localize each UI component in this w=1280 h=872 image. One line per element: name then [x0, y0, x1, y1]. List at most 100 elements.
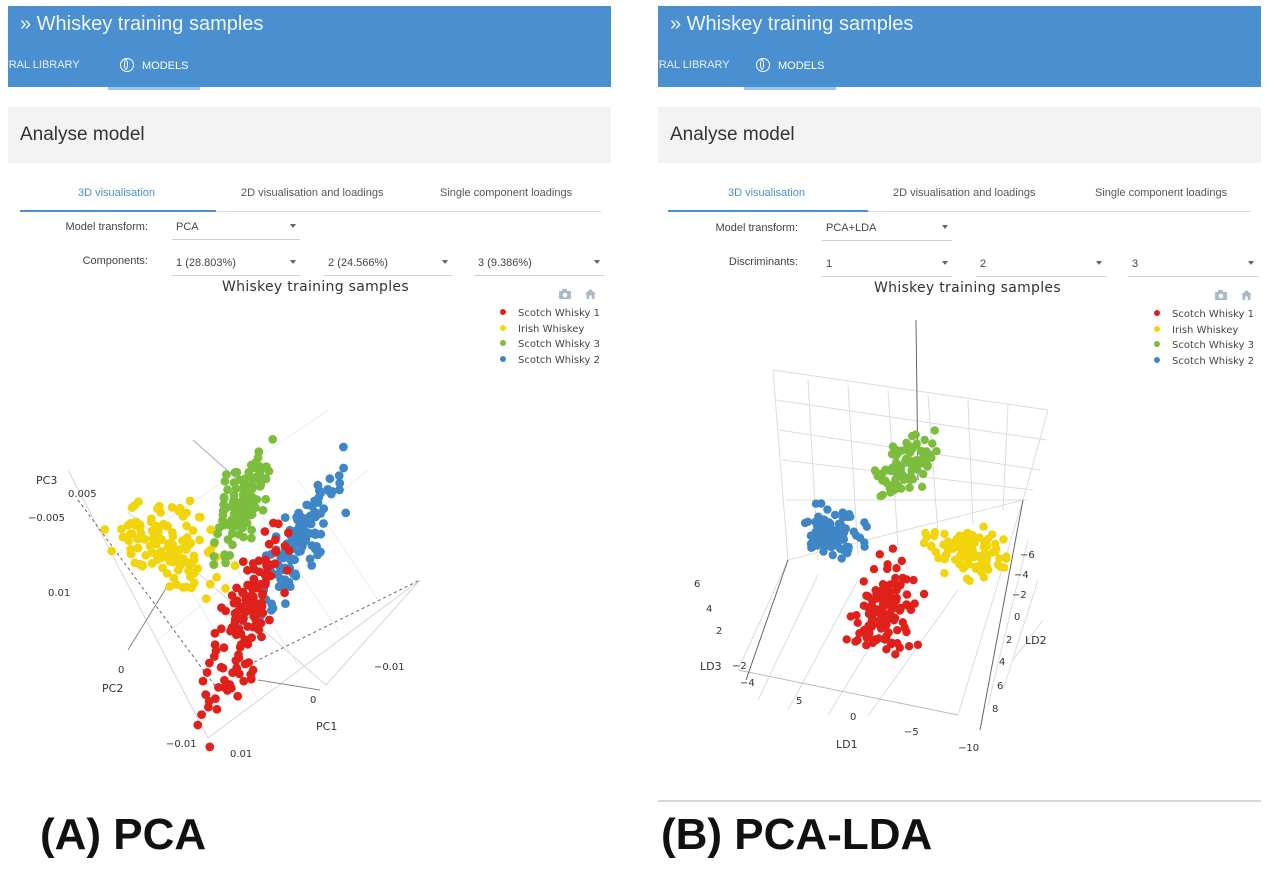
tab-single[interactable]: Single component loadings	[440, 187, 573, 199]
scatter-point	[250, 597, 259, 607]
scatter-point	[875, 550, 884, 559]
tick-label: 6	[997, 681, 1003, 692]
scatter-point	[255, 580, 265, 589]
legend-item[interactable]: Scotch Whisky 3	[500, 339, 600, 355]
tick-label: −0.01	[374, 662, 405, 673]
scatter-point	[853, 636, 862, 645]
tab-2d[interactable]: 2D visualisation and loadings	[893, 187, 1036, 199]
tick-label: 0	[850, 712, 856, 723]
scatter-point	[241, 595, 251, 605]
scatter-point	[904, 642, 914, 651]
scatter-point	[220, 476, 230, 486]
scatter-point	[228, 540, 237, 550]
scatter-point	[916, 456, 925, 465]
scatter-point	[201, 690, 211, 699]
scatter-point	[223, 485, 233, 495]
nav-models[interactable]: MODELS	[744, 56, 837, 90]
chevron-down-icon	[1248, 261, 1254, 265]
tab-2d[interactable]: 2D visualisation and loadings	[241, 187, 384, 199]
legend-item[interactable]: Scotch Whisky 3	[1154, 340, 1254, 356]
component-select-1[interactable]: 1 (28.803%)	[172, 251, 300, 276]
scatter-point	[247, 533, 256, 543]
scatter-point	[222, 470, 231, 479]
scatter-point	[917, 482, 927, 491]
camera-icon[interactable]	[558, 288, 572, 300]
scatter-point	[853, 618, 862, 627]
transform-label: Model transform:	[65, 221, 148, 233]
scatter-points	[800, 426, 1011, 659]
scatter-point	[962, 574, 972, 583]
scatter-point	[188, 526, 198, 535]
transform-select[interactable]: PCA+LDA	[822, 216, 952, 241]
tick-label: 0.01	[48, 588, 70, 599]
app-title: » Whiskey training samples	[20, 13, 264, 35]
discriminant-select-2[interactable]: 2	[976, 252, 1106, 277]
scatter-point	[174, 546, 184, 555]
tick-label: −2	[732, 661, 747, 672]
scatter-point	[995, 554, 1004, 563]
plot-3d-scene[interactable]: PC3 PC2 PC1 0.005 −0.005 0.01 0 −0.01 0.…	[8, 0, 611, 800]
scatter-point	[851, 531, 861, 540]
scatter-point	[250, 463, 260, 473]
legend-item[interactable]: Scotch Whisky 1	[500, 308, 600, 324]
legend-item[interactable]: Irish Whiskey	[1154, 325, 1254, 341]
scatter-point	[202, 668, 212, 677]
scatter-point	[939, 540, 948, 549]
camera-icon[interactable]	[1214, 289, 1228, 301]
legend-item[interactable]: Scotch Whisky 1	[1154, 309, 1254, 325]
scatter-point	[260, 527, 270, 536]
scatter-point	[800, 518, 810, 528]
scatter-point	[240, 659, 250, 669]
nav-models[interactable]: MODELS	[108, 56, 201, 90]
scatter-point	[231, 484, 241, 493]
legend-item[interactable]: Scotch Whisky 2	[1154, 356, 1254, 372]
nav-library[interactable]: TRAL LIBRARY	[658, 59, 730, 71]
scatter-point	[211, 646, 221, 656]
scatter-point	[227, 623, 237, 632]
scatter-point	[892, 564, 901, 573]
scatter-point	[283, 528, 293, 538]
scatter-point	[132, 534, 142, 544]
tab-single[interactable]: Single component loadings	[1095, 187, 1228, 199]
axis-labels: LD3 LD1 LD2 6 4 2 −2 −4 5 0 −5 −10 −6 −4…	[694, 550, 1047, 754]
nav-library[interactable]: TRAL LIBRARY	[8, 59, 80, 71]
scatter-point	[940, 569, 949, 578]
scatter-point	[123, 520, 133, 530]
scatter-point	[168, 528, 177, 537]
tab-3d[interactable]: 3D visualisation	[728, 187, 806, 199]
component-select-3[interactable]: 3 (9.386%)	[474, 251, 604, 276]
discriminant-select-3[interactable]: 3	[1128, 252, 1258, 277]
scatter-point	[971, 564, 981, 573]
tab-3d[interactable]: 3D visualisation	[78, 187, 156, 199]
scatter-point	[209, 560, 219, 569]
legend-item[interactable]: Scotch Whisky 2	[500, 355, 600, 371]
scatter-point	[829, 526, 839, 536]
discriminant-select-1[interactable]: 1	[822, 252, 952, 277]
scatter-point	[902, 454, 911, 463]
legend-swatch	[1154, 325, 1160, 332]
scatter-point	[909, 575, 918, 585]
home-icon[interactable]	[1240, 289, 1253, 301]
scatter-point	[138, 560, 148, 570]
legend-item[interactable]: Irish Whiskey	[500, 324, 600, 340]
scatter-point	[334, 471, 344, 480]
plot-3d-scene[interactable]: LD3 LD1 LD2 6 4 2 −2 −4 5 0 −5 −10 −6 −4…	[658, 0, 1261, 800]
scatter-point	[940, 529, 949, 539]
component-select-2[interactable]: 2 (24.566%)	[324, 251, 452, 276]
home-icon[interactable]	[584, 288, 597, 300]
scatter-point	[211, 694, 220, 703]
scatter-point	[862, 641, 871, 650]
tick-label: −10	[958, 743, 979, 754]
legend-swatch	[500, 355, 506, 362]
transform-select[interactable]: PCA	[172, 215, 300, 240]
scatter-point	[231, 656, 241, 665]
discriminants-label: Discriminants:	[728, 256, 798, 268]
tab-bar: 3D visualisation 2D visualisation and lo…	[668, 176, 1251, 212]
scatter-point	[882, 478, 891, 488]
scatter-point	[258, 608, 268, 618]
scatter-point	[206, 525, 216, 535]
scatter-point	[117, 524, 126, 534]
tick-label: −5	[904, 727, 919, 738]
legend-swatch	[500, 324, 506, 331]
scatter-point	[258, 505, 268, 515]
